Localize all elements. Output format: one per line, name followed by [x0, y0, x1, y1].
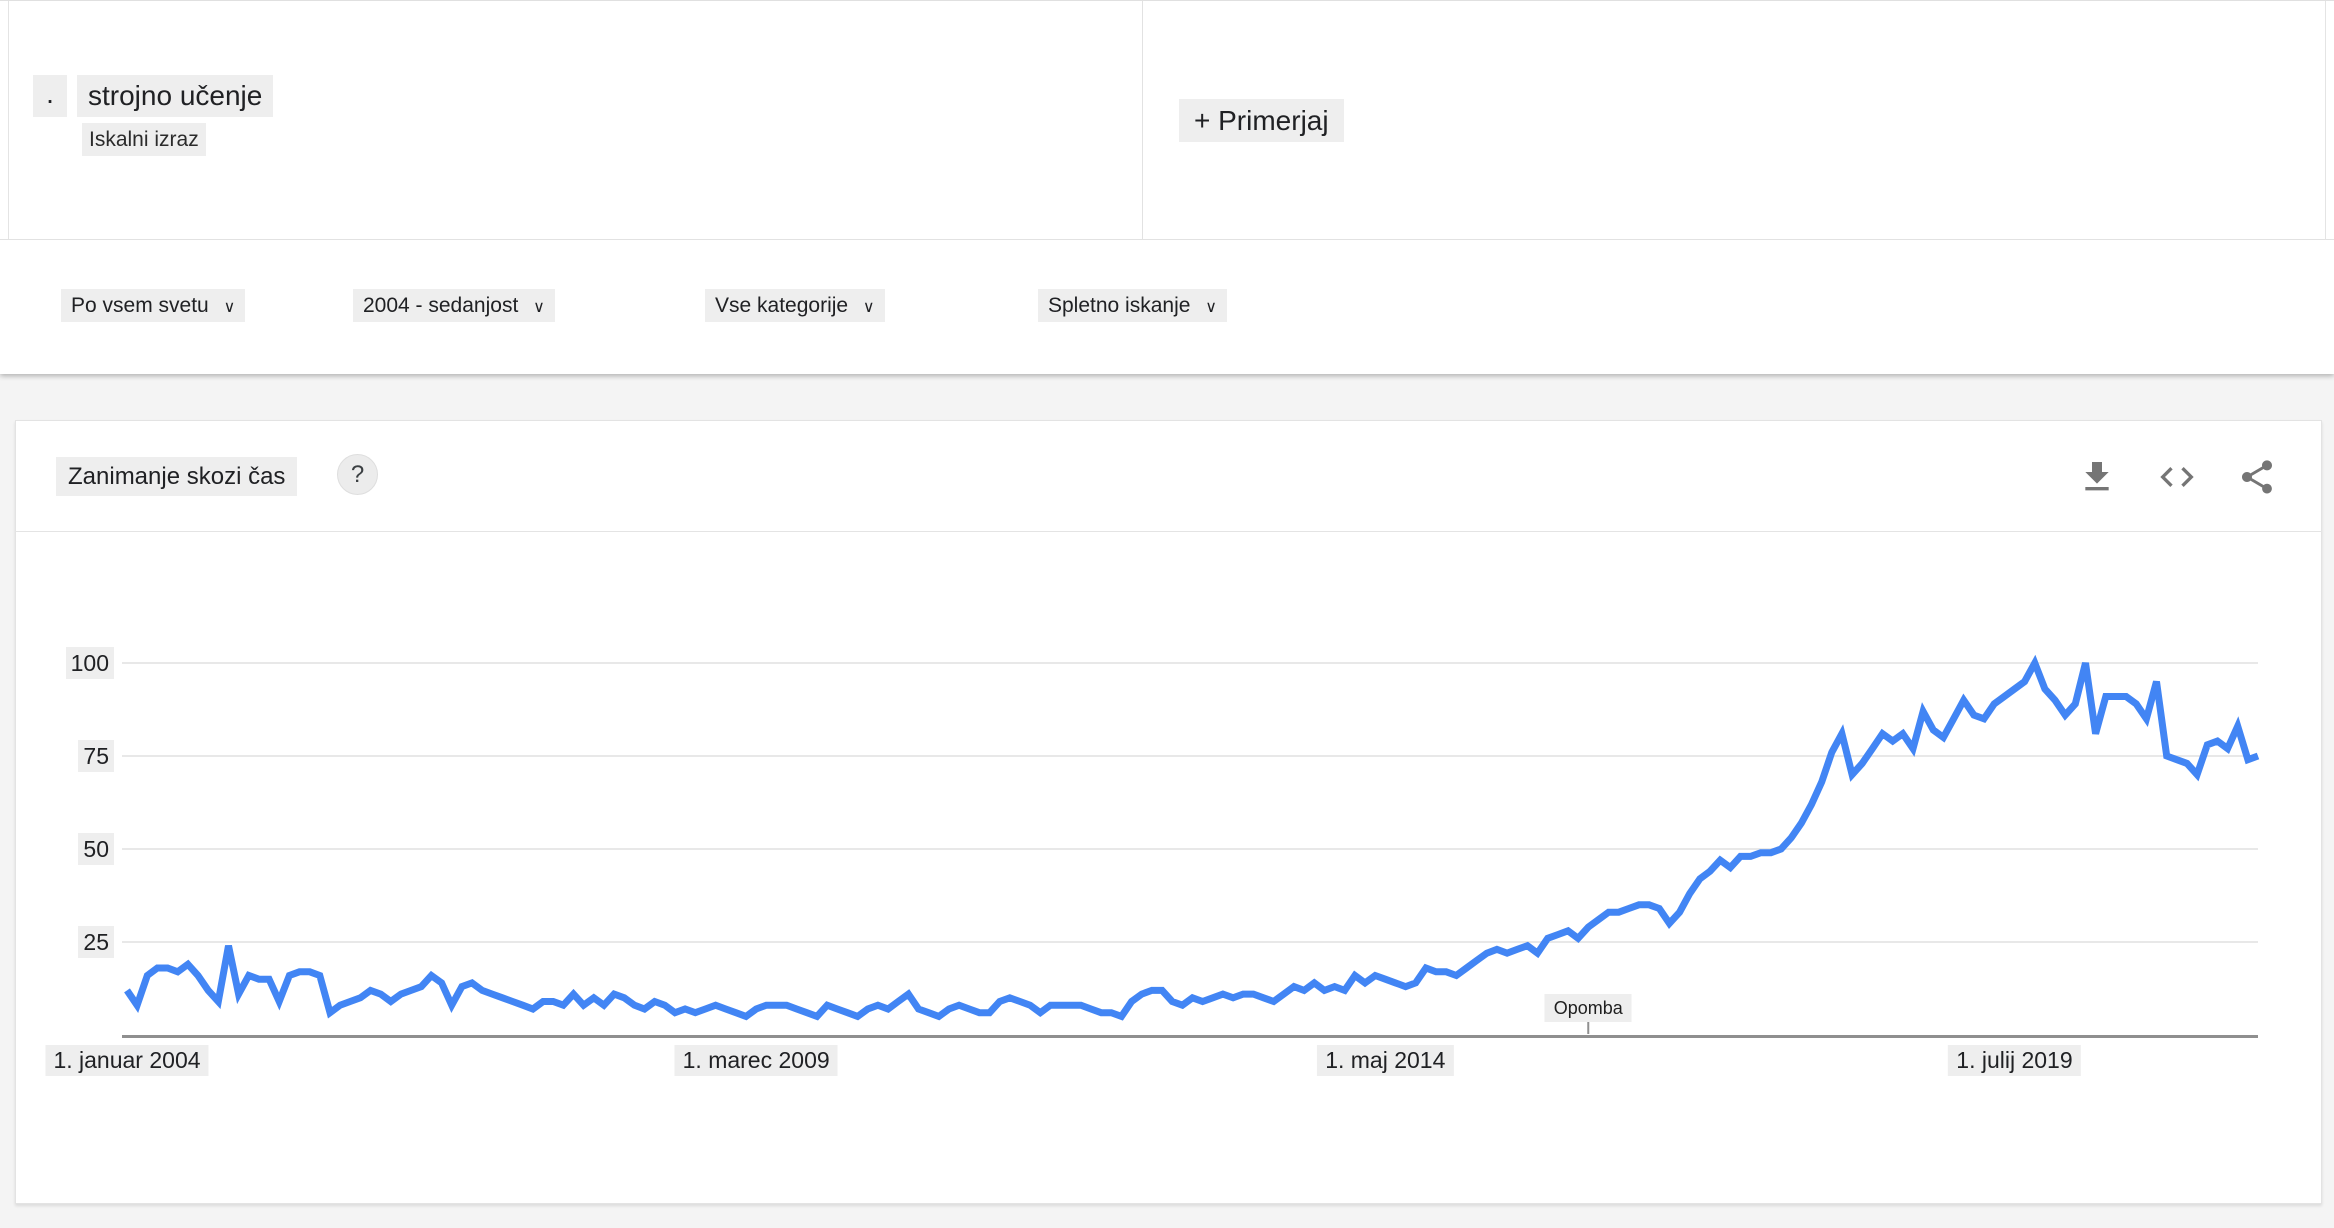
filter-time-range-dropdown[interactable]: 2004 - sedanjost ∨	[353, 289, 555, 322]
x-axis-tick-2014: 1. maj 2014	[1317, 1045, 1454, 1076]
header-horizontal-divider	[0, 239, 2334, 240]
interest-over-time-card	[15, 420, 2322, 1204]
help-icon[interactable]: ?	[337, 454, 378, 495]
header-vertical-divider	[1142, 1, 1143, 240]
note-annotation[interactable]: Opomba	[1544, 994, 1632, 1022]
x-axis-tick-2009: 1. marec 2009	[674, 1045, 838, 1076]
filter-search-type-dropdown[interactable]: Spletno iskanje ∨	[1038, 289, 1227, 322]
filter-search-type-label: Spletno iskanje	[1048, 294, 1191, 317]
card-header-divider	[15, 531, 2322, 532]
y-axis-tick-100: 100	[38, 647, 114, 679]
share-icon[interactable]	[2237, 457, 2277, 497]
add-comparison-button[interactable]: + Primerjaj	[1179, 99, 1344, 142]
explore-header: . strojno učenje Iskalni izraz + Primerj…	[0, 0, 2334, 374]
chart-title: Zanimanje skozi čas	[56, 457, 298, 496]
embed-code-icon[interactable]	[2157, 457, 2197, 497]
y-axis-tick-75: 75	[38, 740, 114, 772]
chevron-down-icon: ∨	[223, 299, 236, 316]
chevron-down-icon: ∨	[533, 299, 545, 316]
download-icon[interactable]	[2077, 457, 2117, 497]
header-right-border	[2325, 1, 2326, 240]
x-axis-tick-2019: 1. julij 2019	[1948, 1045, 2081, 1076]
x-axis-tick-2004: 1. januar 2004	[45, 1045, 209, 1076]
chevron-down-icon: ∨	[1205, 299, 1217, 316]
filter-category-label: Vse kategorije	[715, 294, 849, 317]
filter-category-dropdown[interactable]: Vse kategorije ∨	[705, 289, 885, 322]
chart-hover-region[interactable]	[127, 640, 2258, 1040]
y-axis-tick-50: 50	[38, 833, 114, 865]
filter-time-label: 2004 - sedanjost	[363, 294, 519, 317]
search-term-panel	[8, 1, 1142, 240]
filter-region-dropdown[interactable]: Po vsem svetu ∨	[61, 289, 246, 322]
filter-region-label: Po vsem svetu	[71, 294, 209, 317]
chevron-down-icon: ∨	[862, 299, 875, 316]
y-axis-tick-25: 25	[38, 926, 114, 958]
term-color-bullet: .	[33, 75, 67, 117]
search-term-chip[interactable]: strojno učenje	[77, 75, 274, 117]
search-term-type-label: Iskalni izraz	[82, 123, 206, 156]
